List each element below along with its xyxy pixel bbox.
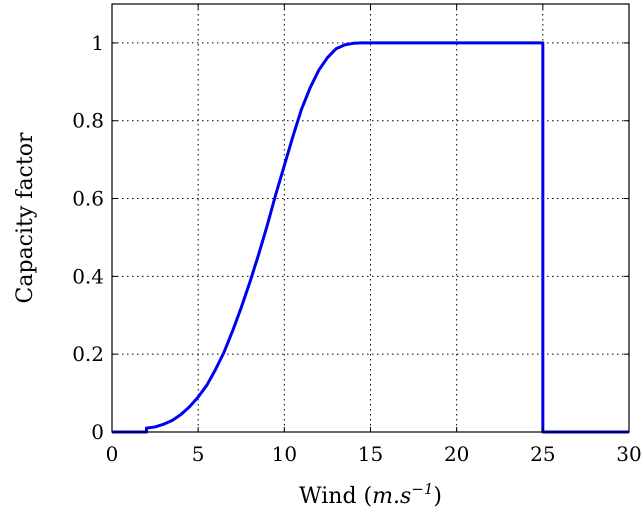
y-tick-label: 0.6: [72, 187, 104, 211]
y-tick-label: 0.4: [72, 264, 104, 288]
x-tick-label: 25: [530, 442, 555, 466]
x-tick-label: 0: [106, 442, 119, 466]
y-tick-label: 1: [91, 31, 104, 55]
x-tick-label: 15: [358, 442, 383, 466]
series-line: [112, 41, 629, 434]
y-tick-label: 0: [91, 420, 104, 444]
x-tick-label: 20: [444, 442, 469, 466]
x-axis-label-math: m.s: [372, 484, 411, 509]
x-axis-label: Wind (m.s−1): [299, 480, 442, 509]
grid: [112, 4, 629, 432]
x-tick-label: 5: [192, 442, 205, 466]
y-tick-labels: 0 0.2 0.4 0.6 0.8 1: [72, 31, 104, 444]
x-axis-label-text: Wind (: [299, 484, 372, 509]
x-axis-label-sup: −1: [411, 480, 433, 498]
x-tick-label: 10: [272, 442, 297, 466]
y-tick-label: 0.8: [72, 109, 104, 133]
ticks: [111, 4, 630, 433]
y-axis-label: Capacity factor: [13, 132, 38, 303]
plot-frame: [111, 3, 630, 433]
x-axis-label-close: ): [433, 484, 442, 509]
x-tick-labels: 0 5 10 15 20 25 30: [106, 442, 642, 466]
x-tick-label: 30: [616, 442, 641, 466]
y-tick-label: 0.2: [72, 342, 104, 366]
